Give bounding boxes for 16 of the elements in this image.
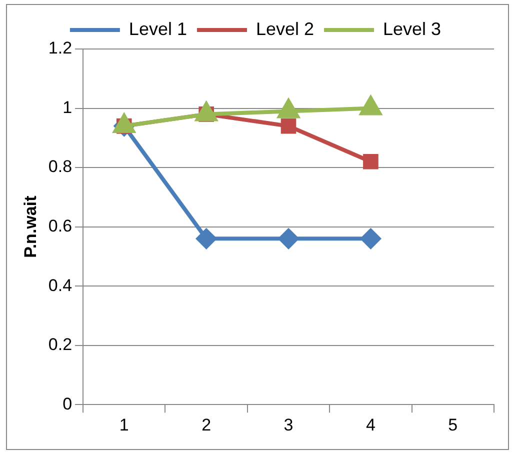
y-tick-label: 0.2 — [48, 335, 72, 354]
y-tick-label: 1 — [62, 98, 72, 117]
x-tick-label: 4 — [366, 415, 376, 434]
x-tick-label: 5 — [448, 415, 458, 434]
x-tick-label: 3 — [284, 415, 294, 434]
y-tick-label: 0 — [62, 394, 72, 414]
y-tick-label: 0.6 — [48, 216, 72, 236]
legend-label: Level 3 — [383, 18, 442, 39]
legend-label: Level 2 — [256, 18, 314, 39]
x-tick-label: 1 — [119, 415, 129, 434]
y-axis-title: P.n.wait — [20, 195, 40, 258]
x-tick-label: 2 — [202, 415, 212, 434]
y-tick-label: 0.4 — [48, 276, 72, 295]
legend-label: Level 1 — [128, 18, 187, 39]
y-tick-label: 1.2 — [48, 38, 72, 58]
y-tick-label: 0.8 — [48, 157, 72, 176]
